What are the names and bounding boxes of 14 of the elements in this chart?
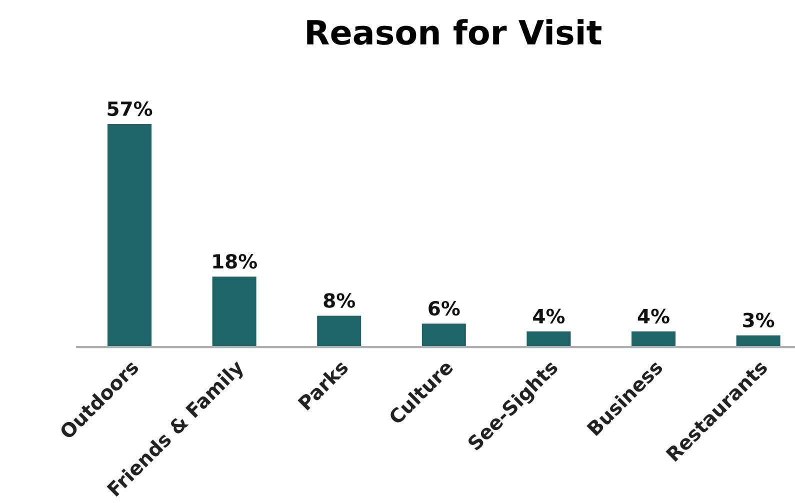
bar: [317, 316, 362, 348]
data-label: 8%: [324, 293, 356, 308]
data-label: 4%: [638, 308, 670, 324]
data-label: 3%: [743, 312, 774, 328]
data-label: 57%: [108, 101, 152, 116]
data-label: 6%: [428, 300, 460, 316]
bar: [422, 324, 466, 348]
bar: [108, 124, 152, 348]
bar: [632, 331, 676, 348]
data-label: 18%: [213, 254, 257, 269]
chart-title: Reason for Visit: [307, 19, 602, 45]
bar: [526, 331, 571, 348]
bar: [212, 276, 256, 348]
data-label: 4%: [533, 308, 565, 324]
